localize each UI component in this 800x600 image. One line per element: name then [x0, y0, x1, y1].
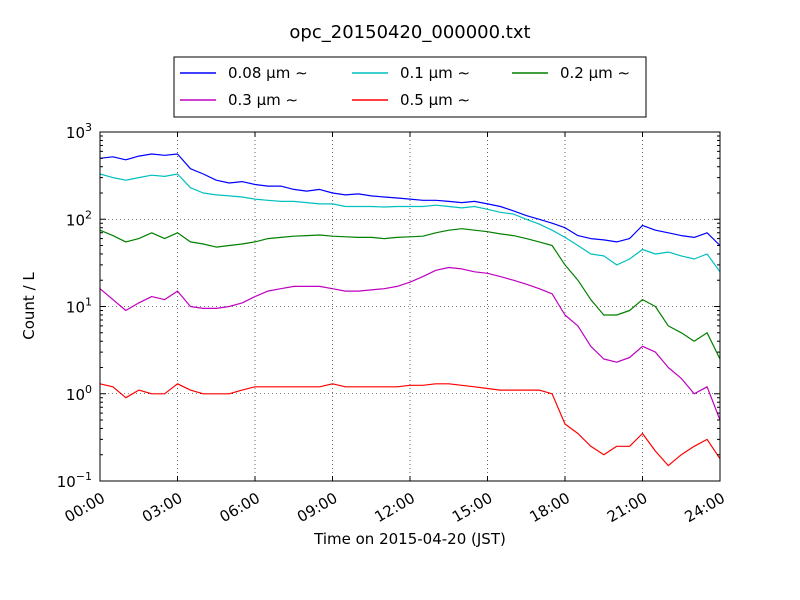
series-line-2: [99, 228, 721, 360]
y-tick-label: 10−1: [57, 470, 92, 491]
legend-label: 0.08 μm ∼: [228, 64, 308, 82]
chart-title: opc_20150420_000000.txt: [289, 22, 530, 43]
legend: 0.08 μm ∼ 0.1 μm ∼ 0.2 μm ∼ 0.3 μm ∼ 0.5 μm …: [173, 56, 647, 118]
series-line-3: [99, 266, 721, 421]
series-layer: [99, 153, 721, 467]
series-line-1: [99, 173, 721, 273]
series-line-0: [99, 153, 721, 246]
y-axis-label: Count / L: [20, 272, 38, 340]
y-tick-label: 101: [66, 296, 92, 317]
y-axis: 10−1 100 101 102 103: [57, 121, 720, 491]
legend-label: 0.2 μm ∼: [560, 64, 630, 82]
legend-label: 0.3 μm ∼: [228, 91, 298, 109]
series-line-4: [99, 383, 721, 467]
y-tick-label: 102: [66, 208, 92, 229]
y-tick-label: 103: [66, 121, 92, 142]
legend-box: [173, 56, 647, 118]
y-tick-label: 100: [66, 383, 92, 404]
legend-label: 0.5 μm ∼: [400, 91, 470, 109]
x-axis-label: Time on 2015-04-20 (JST): [313, 530, 506, 548]
grid: [100, 132, 720, 481]
legend-label: 0.1 μm ∼: [400, 64, 470, 82]
